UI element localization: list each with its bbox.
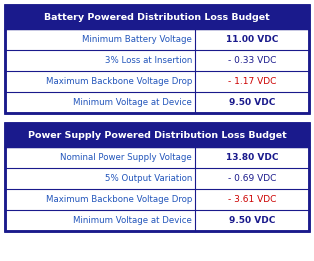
Text: 3% Loss at Insertion: 3% Loss at Insertion xyxy=(105,56,192,65)
Text: 9.50 VDC: 9.50 VDC xyxy=(229,216,275,225)
Text: Maximum Backbone Voltage Drop: Maximum Backbone Voltage Drop xyxy=(46,195,192,204)
Text: - 3.61 VDC: - 3.61 VDC xyxy=(228,195,276,204)
Bar xyxy=(5,123,309,231)
Bar xyxy=(5,123,309,231)
Text: Nominal Power Supply Voltage: Nominal Power Supply Voltage xyxy=(60,153,192,162)
Bar xyxy=(5,5,309,113)
Text: 9.50 VDC: 9.50 VDC xyxy=(229,98,275,107)
Text: Maximum Backbone Voltage Drop: Maximum Backbone Voltage Drop xyxy=(46,77,192,86)
Text: 11.00 VDC: 11.00 VDC xyxy=(226,35,278,44)
Text: Battery Powered Distribution Loss Budget: Battery Powered Distribution Loss Budget xyxy=(44,13,270,21)
Bar xyxy=(5,123,309,147)
Text: Minimum Voltage at Device: Minimum Voltage at Device xyxy=(73,216,192,225)
Text: Power Supply Powered Distribution Loss Budget: Power Supply Powered Distribution Loss B… xyxy=(28,130,286,139)
Text: Minimum Voltage at Device: Minimum Voltage at Device xyxy=(73,98,192,107)
Text: - 0.33 VDC: - 0.33 VDC xyxy=(228,56,276,65)
Text: 5% Output Variation: 5% Output Variation xyxy=(105,174,192,183)
Text: 13.80 VDC: 13.80 VDC xyxy=(226,153,278,162)
Text: - 1.17 VDC: - 1.17 VDC xyxy=(228,77,276,86)
Bar xyxy=(5,5,309,113)
Text: - 0.69 VDC: - 0.69 VDC xyxy=(228,174,276,183)
Text: Minimum Battery Voltage: Minimum Battery Voltage xyxy=(82,35,192,44)
Bar xyxy=(5,5,309,29)
